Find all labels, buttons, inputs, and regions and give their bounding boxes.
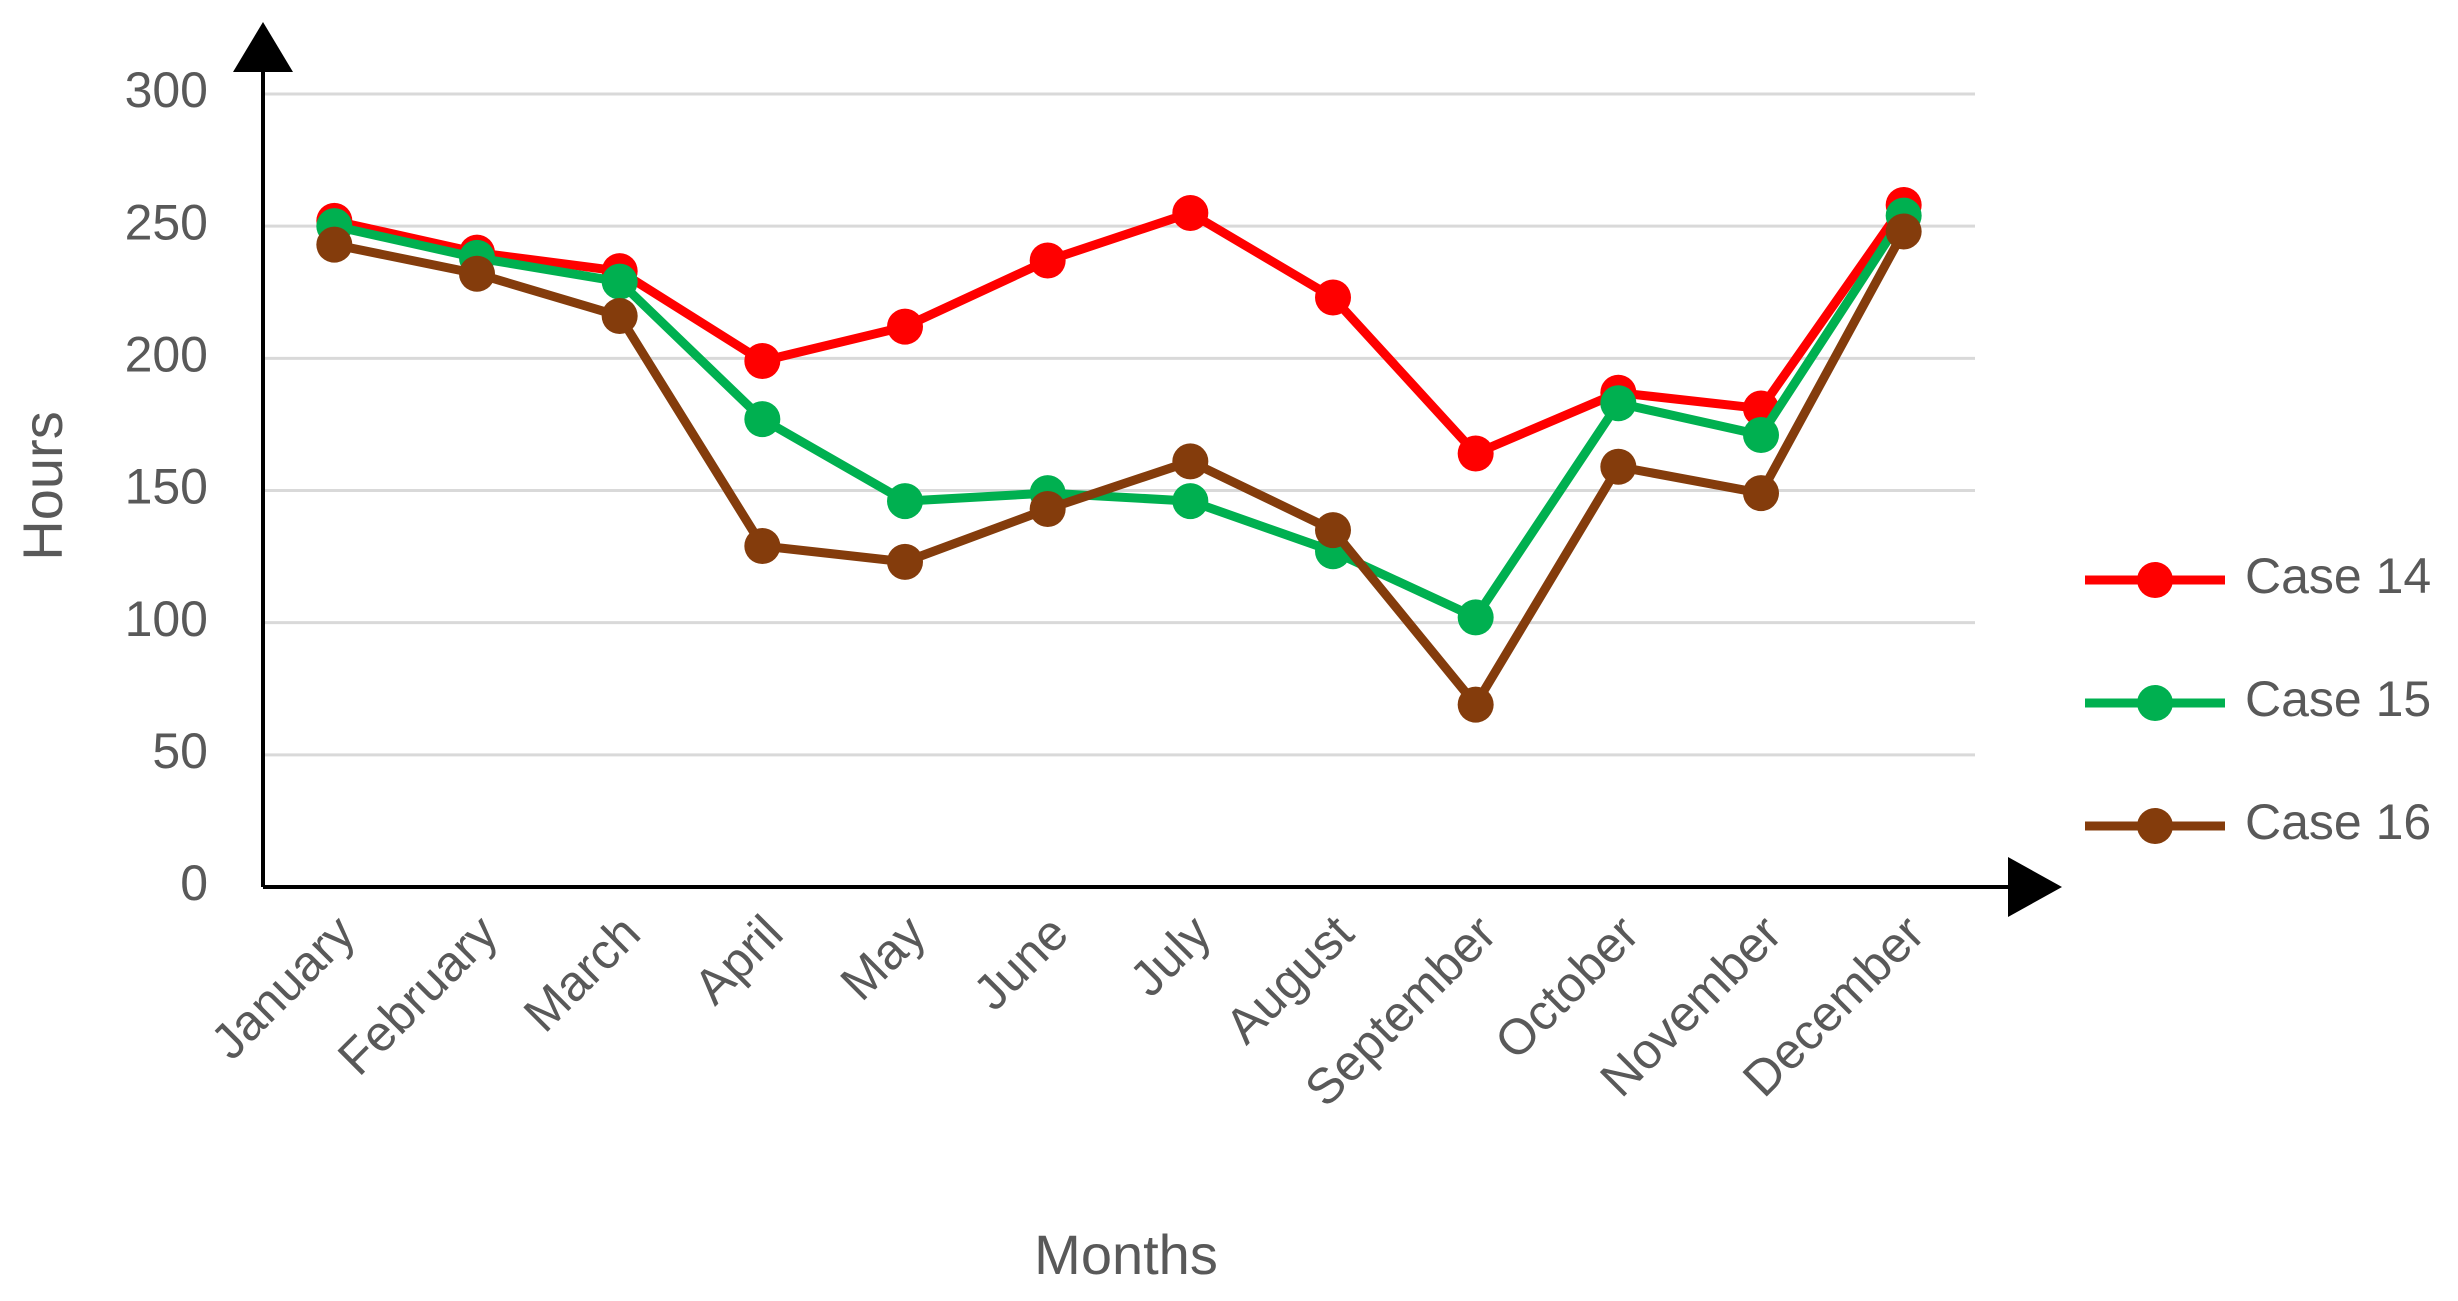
data-point <box>601 263 638 300</box>
data-point <box>1457 686 1494 723</box>
x-tick-label: March <box>513 905 651 1043</box>
y-tick-label: 150 <box>125 459 208 515</box>
data-point <box>1315 279 1351 316</box>
data-point <box>744 528 781 565</box>
y-tick-label: 200 <box>125 327 208 383</box>
data-point <box>1457 435 1494 472</box>
data-point <box>1029 491 1066 528</box>
data-point <box>459 255 495 292</box>
legend-marker <box>2137 562 2173 598</box>
data-point <box>1315 512 1351 549</box>
legend-label: Case 14 <box>2245 548 2431 604</box>
data-point <box>887 483 923 520</box>
x-tick-label: February <box>327 905 508 1086</box>
y-tick-label: 0 <box>180 855 208 911</box>
x-tick-label: May <box>830 905 936 1011</box>
data-point <box>744 401 781 438</box>
x-axis-title: Months <box>1034 1223 1218 1286</box>
data-point <box>1743 475 1779 512</box>
x-axis-arrow <box>2008 857 2062 917</box>
legend-label: Case 16 <box>2245 794 2431 850</box>
x-tick-label: June <box>963 905 1079 1021</box>
legend-marker <box>2137 808 2173 844</box>
data-point <box>1457 599 1494 636</box>
data-point <box>887 543 923 580</box>
y-tick-label: 300 <box>125 62 208 118</box>
legend-label: Case 15 <box>2245 671 2431 727</box>
x-tick-label: July <box>1119 905 1221 1007</box>
data-point <box>1172 483 1209 520</box>
data-point <box>316 226 353 263</box>
legend-marker <box>2137 685 2173 721</box>
series-line <box>333 202 1908 458</box>
data-point <box>1029 242 1066 279</box>
data-point <box>1172 194 1209 231</box>
data-point <box>1743 416 1779 453</box>
data-point <box>1600 385 1637 422</box>
y-axis-title: Hours <box>11 411 74 560</box>
data-point <box>1172 443 1209 480</box>
y-axis-arrow <box>233 22 293 72</box>
y-tick-label: 100 <box>125 591 208 647</box>
data-point <box>1600 448 1637 485</box>
data-point <box>601 298 638 335</box>
y-tick-label: 250 <box>125 194 208 250</box>
series-line <box>333 213 1908 622</box>
series-line <box>333 229 1908 710</box>
data-point <box>1885 213 1922 250</box>
x-tick-label: April <box>683 905 793 1015</box>
data-point <box>887 308 923 345</box>
data-point <box>744 342 781 379</box>
y-tick-label: 50 <box>152 723 208 779</box>
